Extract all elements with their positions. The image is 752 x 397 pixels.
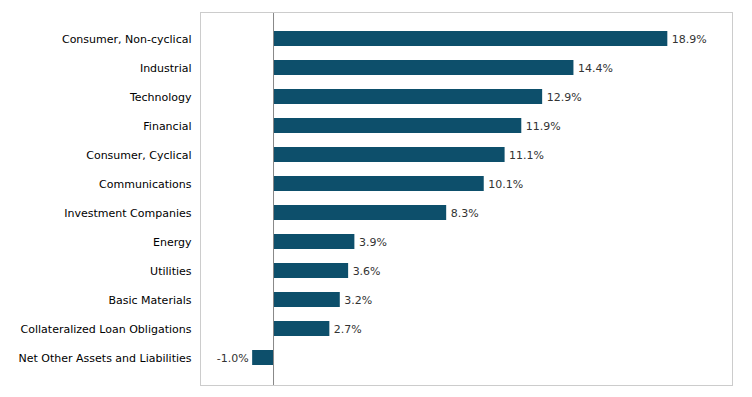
svg-text:Net Other Assets and Liabiliti: Net Other Assets and Liabilities <box>19 352 192 365</box>
svg-text:Communications: Communications <box>99 178 192 191</box>
svg-text:Basic Materials: Basic Materials <box>108 294 191 307</box>
svg-text:18.9%: 18.9% <box>672 33 707 46</box>
svg-text:11.1%: 11.1% <box>509 149 544 162</box>
svg-text:3.9%: 3.9% <box>359 236 387 249</box>
svg-text:-1.0%: -1.0% <box>217 352 249 365</box>
svg-text:3.6%: 3.6% <box>353 265 381 278</box>
svg-text:Industrial: Industrial <box>140 62 192 75</box>
svg-text:Energy: Energy <box>153 236 192 249</box>
svg-text:12.9%: 12.9% <box>547 91 582 104</box>
svg-text:3.2%: 3.2% <box>344 294 372 307</box>
svg-text:11.9%: 11.9% <box>526 120 561 133</box>
svg-text:Consumer, Cyclical: Consumer, Cyclical <box>86 149 191 162</box>
svg-text:Financial: Financial <box>143 120 191 133</box>
svg-text:Technology: Technology <box>129 91 192 104</box>
svg-text:Collateralized Loan Obligation: Collateralized Loan Obligations <box>21 323 192 336</box>
svg-text:2.7%: 2.7% <box>334 323 362 336</box>
svg-text:Utilities: Utilities <box>150 265 192 278</box>
svg-text:Investment Companies: Investment Companies <box>64 207 191 220</box>
svg-text:8.3%: 8.3% <box>451 207 479 220</box>
svg-text:10.1%: 10.1% <box>488 178 523 191</box>
svg-text:Consumer, Non-cyclical: Consumer, Non-cyclical <box>62 33 192 46</box>
svg-text:14.4%: 14.4% <box>578 62 613 75</box>
